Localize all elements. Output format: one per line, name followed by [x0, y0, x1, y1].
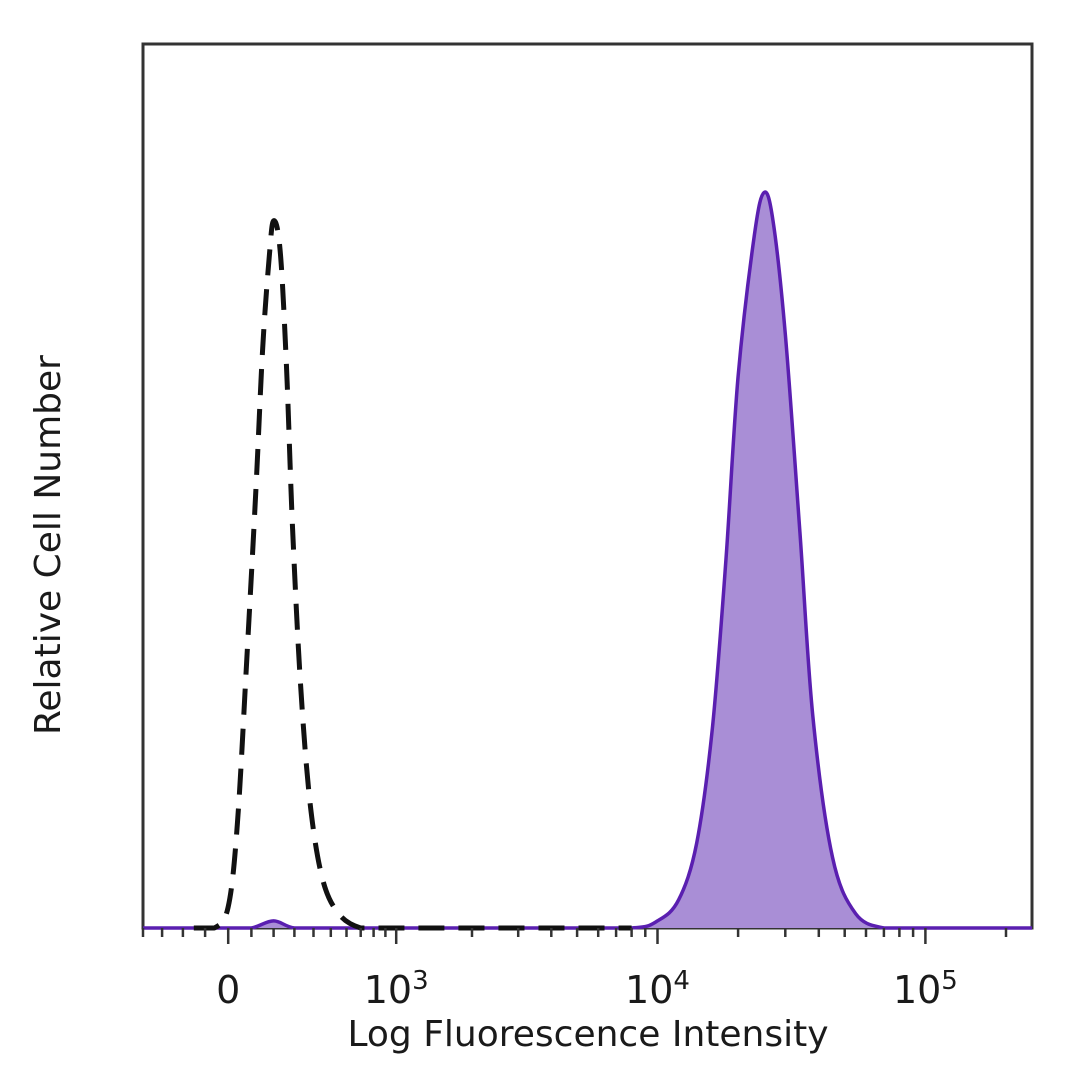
x-axis-label: Log Fluorescence Intensity [347, 1014, 828, 1055]
x-axis-tick-labels: 0 103 104 105 [216, 966, 958, 1012]
series-0-line [193, 218, 632, 931]
x-tick-label-1: 103 [364, 966, 429, 1012]
series-layer [142, 190, 1032, 931]
series-1-line [142, 190, 1032, 930]
x-tick-label-2: 104 [625, 966, 690, 1012]
series-1-fill [143, 192, 1032, 928]
x-axis-ticks [141, 928, 1008, 944]
x-tick-label-0: 0 [216, 968, 240, 1012]
x-tick-label-3: 105 [893, 966, 958, 1012]
y-axis-label: Relative Cell Number [28, 355, 69, 735]
plot-frame [141, 42, 1034, 930]
